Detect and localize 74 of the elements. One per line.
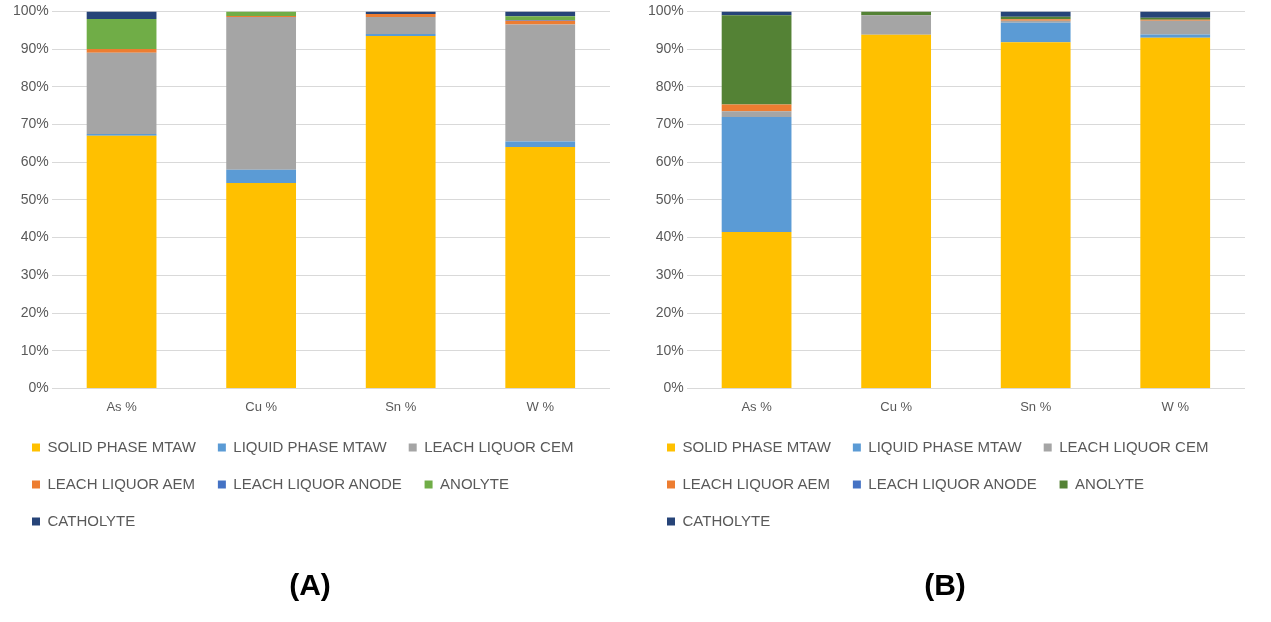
y-tick-label: 0% — [28, 379, 49, 396]
bar — [1140, 20, 1211, 35]
y-tick-label: 80% — [655, 77, 684, 94]
y-tick-label: 90% — [20, 39, 49, 56]
x-tick-label: W % — [1161, 398, 1190, 414]
y-tick-label: 80% — [20, 77, 49, 94]
y-tick-label: 60% — [655, 153, 684, 170]
bar — [365, 17, 436, 35]
bar — [505, 24, 576, 142]
y-tick-label: 10% — [655, 341, 684, 358]
x-tick-label: Sn % — [385, 398, 417, 414]
bar — [1140, 37, 1211, 388]
text: (B) — [924, 568, 966, 602]
x-tick-label: As % — [106, 398, 138, 414]
legend-label: CATHOLYTE — [682, 511, 771, 529]
x-tick-label: As % — [741, 398, 773, 414]
x-tick-label: Cu % — [245, 398, 278, 414]
legend-label: ANOLYTE — [1075, 474, 1144, 492]
y-tick-label: 100% — [647, 2, 684, 19]
y-tick-label: 20% — [655, 303, 684, 320]
y-tick-label: 30% — [20, 266, 49, 283]
bar — [1000, 42, 1071, 388]
y-tick-label: 70% — [655, 115, 684, 132]
y-tick-label: 40% — [20, 228, 49, 245]
legend-label: SOLID PHASE MTAW — [47, 437, 197, 455]
x-tick-label: W % — [526, 398, 555, 414]
y-tick-label: 100% — [12, 2, 49, 19]
bar — [1000, 11, 1071, 17]
bar — [86, 18, 157, 50]
y-tick-label: 70% — [20, 115, 49, 132]
y-tick-label: 50% — [20, 190, 49, 207]
legend-label: LEACH LIQUOR CEM — [424, 437, 574, 455]
y-tick-label: 50% — [655, 190, 684, 207]
bar — [861, 34, 932, 388]
legend-label: LEACH LIQUOR CEM — [1059, 437, 1209, 455]
legend-label: LIQUID PHASE MTAW — [233, 437, 388, 455]
bar — [505, 16, 576, 21]
y-tick-label: 60% — [20, 153, 49, 170]
legend-label: LEACH LIQUOR AEM — [47, 474, 196, 492]
bar — [86, 49, 157, 53]
bar — [1140, 11, 1211, 18]
legend-label: LEACH LIQUOR ANODE — [868, 474, 1037, 492]
bar — [721, 15, 792, 105]
bar — [505, 141, 576, 148]
bar — [721, 231, 792, 388]
bar — [505, 20, 576, 25]
bar — [226, 169, 297, 183]
y-tick-label: 10% — [20, 341, 49, 358]
bar — [505, 147, 576, 388]
legend-label: LEACH LIQUOR AEM — [682, 474, 831, 492]
bar — [721, 111, 792, 117]
bar — [86, 52, 157, 134]
text: (A) — [289, 568, 331, 602]
bar — [226, 17, 297, 170]
x-tick-label: Sn % — [1020, 398, 1052, 414]
bar — [721, 116, 792, 232]
y-tick-label: 0% — [663, 379, 684, 396]
legend-label: ANOLYTE — [440, 474, 509, 492]
bar — [1000, 22, 1071, 43]
legend-label: SOLID PHASE MTAW — [682, 437, 832, 455]
y-tick-label: 20% — [20, 303, 49, 320]
legend-label: LEACH LIQUOR ANODE — [233, 474, 402, 492]
x-tick-label: Cu % — [880, 398, 913, 414]
bar — [1140, 34, 1211, 38]
bar — [86, 135, 157, 388]
bar — [861, 15, 932, 35]
legend-label: LIQUID PHASE MTAW — [868, 437, 1023, 455]
bar — [86, 11, 157, 19]
y-tick-label: 90% — [655, 39, 684, 56]
legend-label: CATHOLYTE — [47, 511, 136, 529]
bar — [365, 35, 436, 388]
y-tick-label: 40% — [655, 228, 684, 245]
y-tick-label: 30% — [655, 266, 684, 283]
bar — [226, 182, 297, 388]
